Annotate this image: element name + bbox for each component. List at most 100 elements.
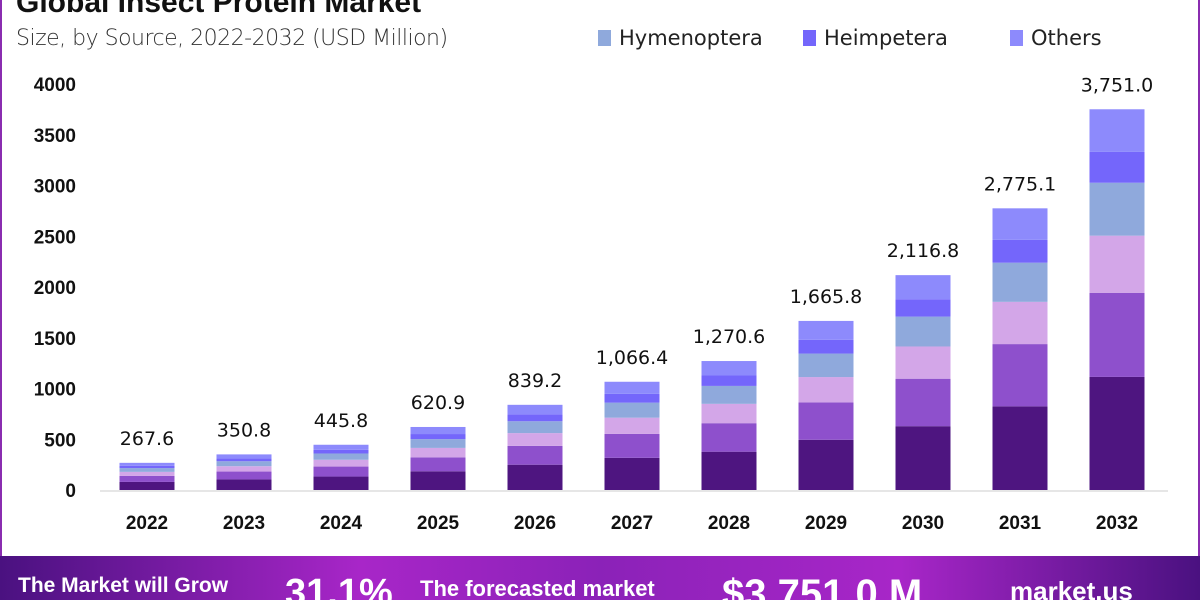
x-tick-label: 2029 xyxy=(805,513,847,534)
bar-segment xyxy=(119,468,175,472)
bar-total-label: 350.8 xyxy=(217,419,271,441)
chart-title: Global Insect Protein Market xyxy=(16,0,422,19)
x-tick-label: 2026 xyxy=(514,513,556,534)
bar-segment xyxy=(119,462,175,466)
bar-segment xyxy=(119,465,175,469)
y-tick-label: 3000 xyxy=(34,177,76,198)
legend-label: Heimpetera xyxy=(824,26,948,50)
bar-total-label: 2,775.1 xyxy=(984,173,1057,195)
y-tick-label: 2500 xyxy=(34,227,76,248)
bar-segment xyxy=(313,444,369,450)
legend-swatch xyxy=(598,30,611,46)
x-tick-label: 2028 xyxy=(708,513,750,534)
bar-segment xyxy=(604,393,660,403)
bar-segment xyxy=(604,457,660,490)
legend-item-others: Others xyxy=(1010,26,1102,50)
bar-segment xyxy=(992,208,1048,240)
bar-segment xyxy=(410,426,466,435)
y-tick-label: 1500 xyxy=(34,329,76,350)
bar-segment xyxy=(701,451,757,490)
bar-segment xyxy=(507,433,563,446)
bar-segment xyxy=(216,471,272,480)
bar-segment xyxy=(410,447,466,458)
bar-segment xyxy=(895,299,951,317)
bar-segment xyxy=(507,421,563,434)
bar-segment xyxy=(992,262,1048,302)
bar-chart: 0 500 1000 1500 2000 2500 3000 3500 4000 267.6 202… xyxy=(34,74,1168,534)
bar-segment xyxy=(798,439,854,490)
bar-segment xyxy=(701,375,757,386)
x-tick-label: 2031 xyxy=(999,513,1042,534)
bar-segment xyxy=(992,344,1048,407)
bar-segment xyxy=(604,381,660,394)
x-tick-label: 2024 xyxy=(320,513,363,534)
chart-subtitle: Size, by Source, 2022-2032 (USD Million) xyxy=(16,26,448,51)
bar-segment xyxy=(701,361,757,376)
x-tick-label: 2022 xyxy=(126,513,168,534)
bar-segment xyxy=(798,320,854,340)
bar-segment xyxy=(216,454,272,459)
brand-logo: market.us xyxy=(1010,576,1133,600)
bar-segment xyxy=(895,316,951,347)
bar-segment xyxy=(507,414,563,422)
legend-swatch xyxy=(1010,30,1023,46)
bar-segment xyxy=(119,475,175,482)
bar-total-label: 839.2 xyxy=(508,370,562,392)
bar-segment xyxy=(313,449,369,454)
bar-segment xyxy=(895,378,951,427)
bar-segment xyxy=(701,385,757,404)
bar-segment xyxy=(992,239,1048,263)
x-tick-label: 2025 xyxy=(417,513,460,534)
bar-segment xyxy=(992,301,1048,345)
forecast-value: $3,751.0 M xyxy=(722,572,923,600)
bar-segment xyxy=(604,433,660,458)
bar-segment xyxy=(604,417,660,434)
bar-segment xyxy=(1089,182,1145,236)
bar-total-label: 267.6 xyxy=(120,428,174,450)
bar-segment xyxy=(604,402,660,418)
bar-segment xyxy=(216,461,272,467)
cagr-value: 31.1% xyxy=(285,572,393,600)
bar-segment xyxy=(1089,109,1145,152)
x-tick-label: 2027 xyxy=(611,513,653,534)
legend-label: Hymenoptera xyxy=(619,26,763,50)
legend-label: Others xyxy=(1031,26,1102,50)
y-tick-label: 500 xyxy=(44,430,76,451)
x-tick-label: 2023 xyxy=(223,513,265,534)
bar-segment xyxy=(507,445,563,465)
bar-segment xyxy=(410,457,466,472)
bar-segment xyxy=(798,353,854,378)
bar-segment xyxy=(507,404,563,415)
bar-segment xyxy=(1089,151,1145,183)
bar-segment xyxy=(798,339,854,354)
legend-item-hymenoptera: Hymenoptera xyxy=(598,26,763,50)
bar-segment xyxy=(313,453,369,460)
bar-total-label: 1,665.8 xyxy=(790,286,863,308)
bar-segment xyxy=(313,459,369,467)
grow-label: The Market will Grow xyxy=(18,574,229,597)
bar-segment xyxy=(410,434,466,440)
bar-segment xyxy=(216,479,272,490)
bar-segment xyxy=(701,403,757,424)
forecast-label: The forecasted market xyxy=(420,576,655,600)
bar-segment xyxy=(895,275,951,300)
bar-segment xyxy=(992,406,1048,490)
bottom-banner: The Market will Grow 31.1% The forecaste… xyxy=(0,556,1200,600)
bar-segment xyxy=(313,466,369,477)
bar-segment xyxy=(895,346,951,379)
y-tick-label: 2000 xyxy=(34,278,76,299)
y-tick-label: 4000 xyxy=(34,75,76,96)
bar-segment xyxy=(895,426,951,490)
legend-item-heimpetera: Heimpetera xyxy=(803,26,948,50)
bar-segment xyxy=(410,439,466,448)
y-tick-label: 3500 xyxy=(34,126,76,147)
bar-segment xyxy=(119,471,175,476)
bar-segment xyxy=(1089,376,1145,490)
bar-segment xyxy=(507,464,563,490)
x-tick-label: 2032 xyxy=(1096,513,1138,534)
bar-segment xyxy=(701,423,757,452)
bar-segment xyxy=(119,481,175,490)
bar-segment xyxy=(216,466,272,472)
bar-segment xyxy=(1089,292,1145,377)
bar-segment xyxy=(798,402,854,440)
